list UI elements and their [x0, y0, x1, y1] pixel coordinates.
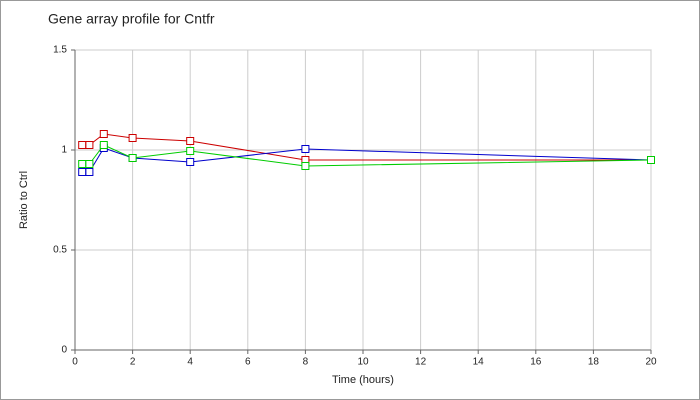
chart-title: Gene array profile for Cntfr: [48, 11, 215, 27]
point-marker: [301, 162, 310, 170]
point-marker: [85, 141, 94, 149]
y-tick-label: 0.5: [53, 245, 67, 256]
point-marker: [128, 154, 137, 162]
point-marker: [78, 168, 87, 176]
y-axis-label: Ratio to Ctrl: [18, 171, 30, 229]
x-tick-label: 2: [130, 357, 136, 368]
point-marker: [186, 137, 195, 145]
point-marker: [78, 160, 87, 168]
x-tick-label: 4: [187, 357, 193, 368]
point-marker: [99, 141, 108, 149]
point-marker: [647, 156, 655, 164]
point-marker: [186, 147, 195, 155]
point-marker: [78, 141, 87, 149]
point-marker: [128, 134, 137, 142]
y-tick-label: 0: [61, 345, 67, 356]
x-tick-label: 12: [415, 357, 427, 368]
point-marker: [85, 168, 94, 176]
x-tick-label: 18: [588, 357, 600, 368]
y-tick-label: 1.5: [53, 45, 67, 56]
x-tick-label: 0: [72, 357, 78, 368]
x-tick-label: 16: [530, 357, 542, 368]
x-tick-label: 6: [245, 357, 251, 368]
y-tick-label: 1: [61, 145, 67, 156]
x-tick-label: 10: [357, 357, 369, 368]
point-marker: [99, 130, 108, 138]
point-marker: [301, 145, 310, 153]
x-tick-label: 8: [303, 357, 309, 368]
point-marker: [186, 158, 195, 166]
x-tick-label: 20: [645, 357, 657, 368]
point-marker: [85, 160, 94, 168]
x-axis-label: Time (hours): [332, 374, 394, 386]
x-tick-label: 14: [473, 357, 485, 368]
